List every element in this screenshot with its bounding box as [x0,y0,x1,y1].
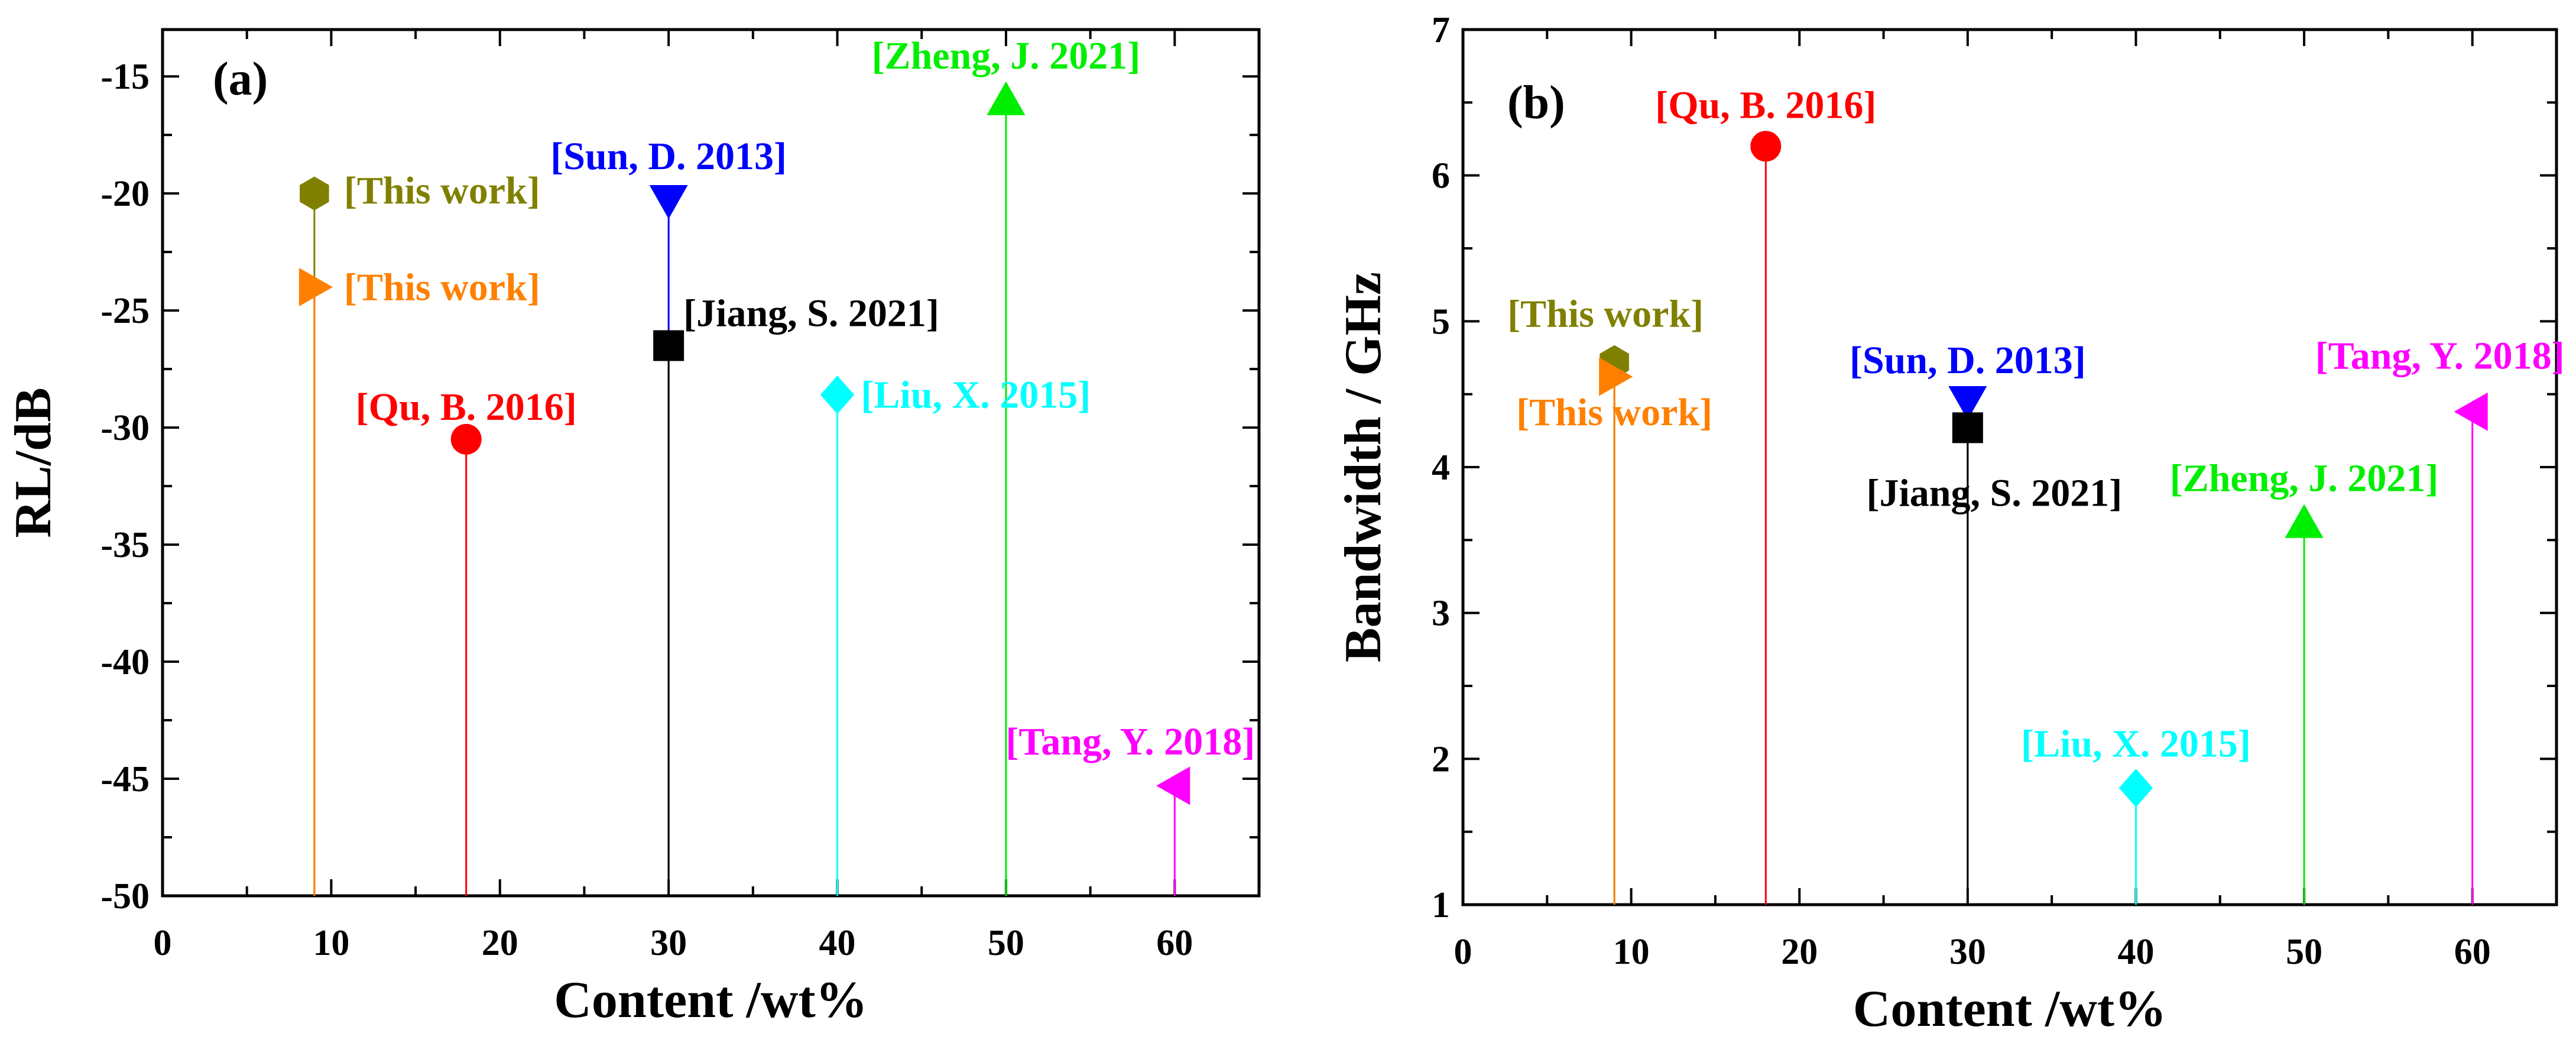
data-label-liu-x-2015: [Liu, X. 2015] [861,374,1091,417]
y-tick-label: -45 [100,759,150,799]
data-label-tang-y-2018: [Tang, Y. 2018] [1005,720,1255,763]
data-point-this-work [1599,357,1633,396]
x-tick-label: 0 [1454,932,1472,972]
y-tick-label: -20 [100,174,150,214]
data-point-sun-d-2013 [1948,386,1987,420]
data-label-sun-d-2013: [Sun, D. 2013] [550,135,787,178]
data-label-tang-y-2018: [Tang, Y. 2018] [2315,334,2565,377]
data-label-liu-x-2015: [Liu, X. 2015] [2021,723,2251,766]
data-label-jiang-s-2021: [Jiang, S. 2021] [683,292,939,335]
data-point-this-work [299,268,333,307]
panel-b: 0 10 20 30 40 50 60 1 2 3 4 5 6 7 Content /wt% Bandwidt… [1335,10,2565,1038]
y-tick-label: -40 [100,642,150,682]
data-label-qu-b-2016: [Qu, B. 2016] [356,386,577,429]
data-point-this-work [300,176,329,211]
x-tick-label: 10 [313,923,349,963]
data-point-tang-y-2018 [2454,392,2488,431]
x-axis-title: Content /wt% [1853,980,2166,1038]
x-tick-label: 50 [988,923,1024,963]
data-point-zheng-j-2021 [987,81,1026,115]
x-tick-label: 20 [482,923,518,963]
y-tick-label: 5 [1432,302,1450,342]
data-label-zheng-j-2021: [Zheng, J. 2021] [2170,457,2439,500]
y-tick-label: 3 [1432,594,1450,634]
y-tick-label: 7 [1432,10,1450,50]
x-axis-title: Content /wt% [554,971,867,1029]
y-axis-title: Bandwidth / GHz [1335,272,1392,662]
data-label-zheng-j-2021: [Zheng, J. 2021] [872,34,1141,77]
y-tick-label: 4 [1432,448,1450,488]
data-label-this-work: [This work] [1507,292,1704,335]
data-label-this-work: [This work] [344,266,540,309]
x-tick-label: 30 [1949,932,1986,972]
x-tick-label: 60 [2454,932,2491,972]
data-point-qu-b-2016 [450,423,482,455]
y-tick-label: -35 [100,525,150,565]
y-tick-label: 1 [1432,885,1450,925]
plot-frame [161,28,1261,898]
x-tick-label: 20 [1781,932,1818,972]
data-label-this-work: [This work] [1516,391,1712,434]
data-point-sun-d-2013 [649,185,688,219]
data-point-liu-x-2015 [2118,769,2153,808]
y-tick-label: -50 [100,876,150,917]
data-point-tang-y-2018 [1156,766,1190,805]
x-tick-label: 0 [154,923,172,963]
x-tick-label: 40 [819,923,856,963]
x-tick-label: 60 [1156,923,1193,963]
data-point-jiang-s-2021 [653,330,684,361]
x-tick-label: 40 [2117,932,2154,972]
y-tick-label: -30 [100,408,150,448]
x-tick-label: 10 [1613,932,1650,972]
y-tick-label: 6 [1432,156,1450,196]
y-tick-label: -15 [100,57,150,97]
data-point-jiang-s-2021 [1952,412,1983,443]
data-point-liu-x-2015 [820,375,855,414]
data-label-this-work: [This work] [344,169,540,212]
y-tick-label: -25 [100,291,150,331]
panel-label: (a) [213,53,268,105]
data-label-qu-b-2016: [Qu, B. 2016] [1655,83,1876,127]
y-tick-label: 2 [1432,739,1450,779]
panel-label: (b) [1507,77,1565,129]
x-tick-label: 30 [650,923,687,963]
panel-a: 0 10 20 30 40 50 60 -50 -45 -40 -35 -30 -25 -20 -15 Con… [5,28,1261,1029]
x-tick-label: 50 [2286,932,2322,972]
data-point-zheng-j-2021 [2285,504,2324,538]
y-axis-title: RL/dB [5,387,62,537]
data-point-qu-b-2016 [1750,131,1782,162]
data-label-sun-d-2013: [Sun, D. 2013] [1850,339,2086,382]
data-label-jiang-s-2021: [Jiang, S. 2021] [1866,471,2122,514]
